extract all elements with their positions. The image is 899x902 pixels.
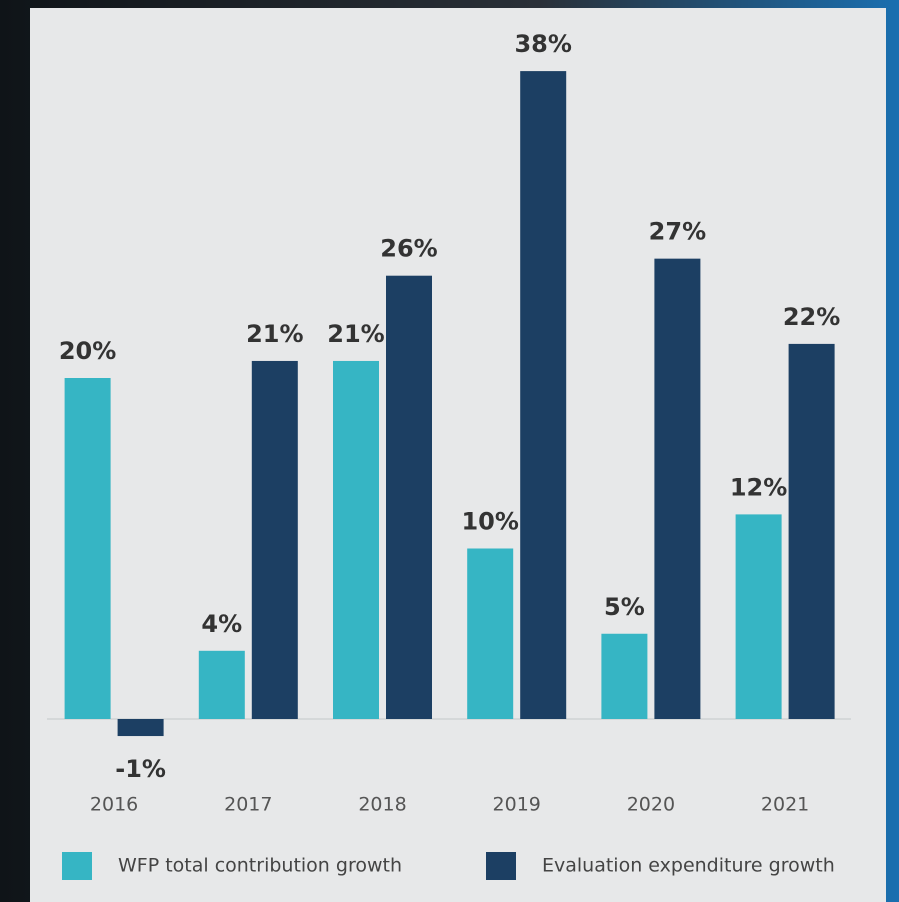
bar bbox=[198, 650, 245, 719]
x-tick-label: 2016 bbox=[90, 794, 138, 816]
value-label: 12% bbox=[730, 473, 787, 501]
legend-swatch bbox=[486, 852, 516, 880]
x-tick-label: 2018 bbox=[358, 794, 406, 816]
bar bbox=[654, 258, 701, 719]
value-label: 21% bbox=[246, 320, 303, 348]
value-label: 26% bbox=[380, 235, 437, 263]
bar bbox=[333, 360, 379, 719]
chart-panel bbox=[30, 8, 886, 902]
x-tick-label: 2019 bbox=[493, 794, 541, 816]
legend-label: Evaluation expenditure growth bbox=[542, 855, 835, 877]
bar bbox=[520, 71, 567, 720]
bar bbox=[386, 275, 432, 719]
value-label: -1% bbox=[115, 755, 166, 783]
value-label: 20% bbox=[59, 337, 116, 365]
value-label: 22% bbox=[783, 303, 840, 331]
bar bbox=[735, 514, 782, 719]
value-label: 21% bbox=[327, 320, 384, 348]
legend-swatch bbox=[62, 852, 92, 880]
bar bbox=[251, 360, 298, 719]
bar bbox=[788, 343, 835, 719]
legend-label: WFP total contribution growth bbox=[118, 855, 402, 877]
x-tick-label: 2017 bbox=[224, 794, 272, 816]
value-label: 4% bbox=[201, 610, 242, 638]
bar bbox=[601, 633, 648, 719]
value-label: 5% bbox=[604, 593, 645, 621]
bar bbox=[64, 378, 111, 719]
bar bbox=[467, 548, 514, 719]
x-tick-label: 2020 bbox=[627, 794, 675, 816]
value-label: 27% bbox=[649, 218, 706, 246]
bar bbox=[117, 719, 164, 737]
value-label: 38% bbox=[514, 30, 571, 58]
value-label: 10% bbox=[461, 508, 518, 536]
x-tick-label: 2021 bbox=[761, 794, 809, 816]
